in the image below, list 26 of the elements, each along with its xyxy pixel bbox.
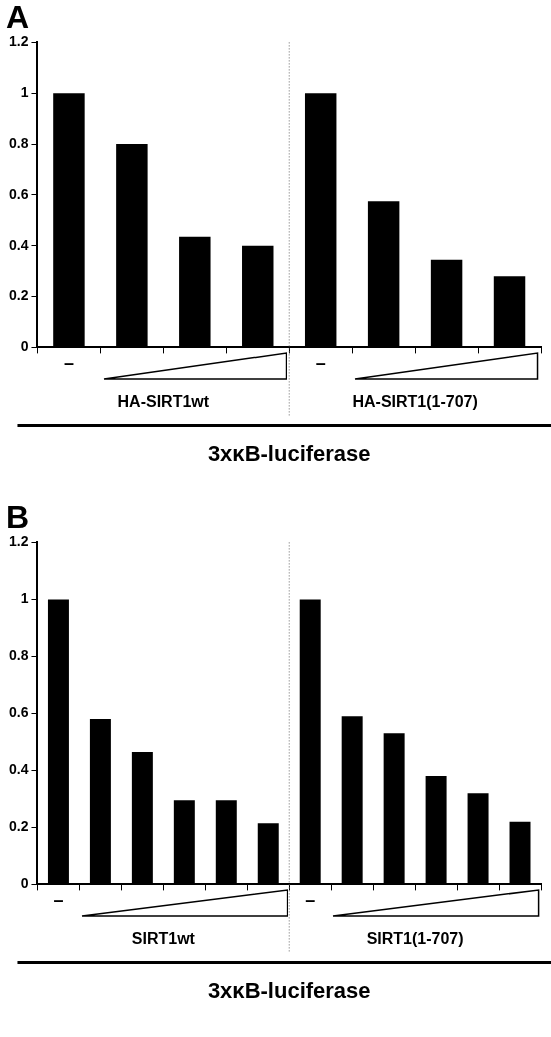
- y-tick-label: 1.2: [8, 533, 29, 550]
- y-tick-label: 0: [20, 338, 29, 355]
- y-tick-label: 0.6: [8, 704, 29, 721]
- x-tick-label: –: [305, 890, 316, 911]
- y-tick-label: 1: [20, 590, 29, 607]
- y-tick-label: 0.8: [8, 647, 29, 664]
- y-tick-label: 1: [20, 84, 29, 101]
- x-axis-title: 3xκB-luciferase: [207, 441, 371, 467]
- y-tick-label: 0.2: [8, 818, 29, 835]
- y-tick-label: 0.4: [8, 761, 29, 778]
- chart-title: B: [6, 499, 30, 536]
- text: HA-SIRT1(1-707): [352, 392, 478, 410]
- x-tick-label: –: [53, 890, 64, 911]
- text: SIRT1wt: [131, 929, 196, 947]
- text: SIRT1(1-707): [366, 929, 464, 947]
- y-tick-label: 0.6: [8, 185, 29, 202]
- y-tick-label: 0.2: [8, 287, 29, 304]
- chart-title: A: [6, 0, 30, 36]
- x-axis-title: 3xκB-luciferase: [207, 978, 371, 1004]
- y-tick-label: 0.4: [8, 236, 29, 253]
- y-tick-label: 0.8: [8, 134, 29, 151]
- x-tick-label: –: [63, 353, 74, 374]
- y-tick-label: 1.2: [8, 33, 29, 50]
- text: HA-SIRT1wt: [117, 392, 210, 410]
- y-tick-label: 0: [20, 875, 29, 892]
- x-tick-label: –: [315, 353, 326, 374]
